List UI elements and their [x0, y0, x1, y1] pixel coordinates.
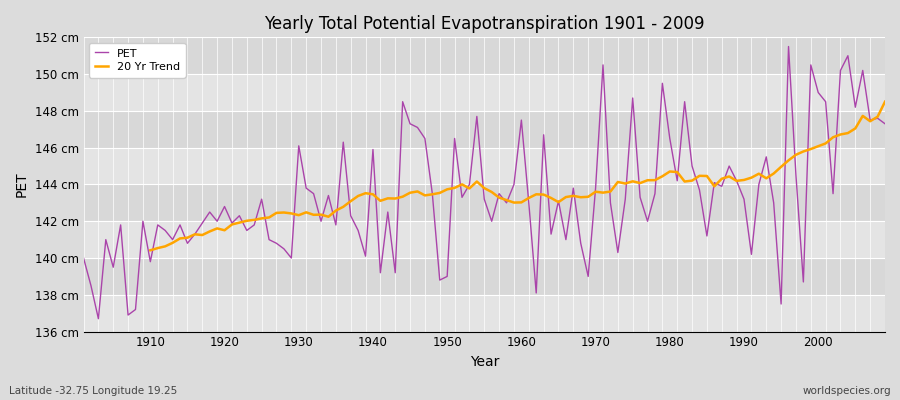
X-axis label: Year: Year — [470, 355, 499, 369]
Bar — [84, 258, 885, 295]
20 Yr Trend — [583, 194, 594, 199]
Y-axis label: PET: PET — [15, 172, 29, 197]
20 Yr Trend — [842, 131, 853, 136]
Bar — [84, 221, 885, 258]
20 Yr Trend — [286, 211, 297, 216]
PET — [78, 256, 89, 260]
PET — [516, 118, 526, 122]
Text: Latitude -32.75 Longitude 19.25: Latitude -32.75 Longitude 19.25 — [9, 386, 177, 396]
Bar — [84, 295, 885, 332]
Bar — [84, 184, 885, 221]
PET — [308, 191, 319, 196]
PET — [524, 200, 535, 205]
PET — [879, 121, 890, 126]
20 Yr Trend — [145, 248, 156, 253]
PET — [93, 316, 104, 321]
Text: worldspecies.org: worldspecies.org — [803, 386, 891, 396]
20 Yr Trend — [524, 196, 535, 200]
Title: Yearly Total Potential Evapotranspiration 1901 - 2009: Yearly Total Potential Evapotranspiratio… — [264, 15, 705, 33]
Bar — [84, 37, 885, 74]
Bar — [84, 111, 885, 148]
20 Yr Trend — [879, 99, 890, 104]
20 Yr Trend — [316, 212, 327, 217]
Line: PET: PET — [84, 46, 885, 319]
PET — [783, 44, 794, 49]
Line: 20 Yr Trend: 20 Yr Trend — [150, 102, 885, 250]
PET — [612, 250, 623, 255]
Bar — [84, 148, 885, 184]
Legend: PET, 20 Yr Trend: PET, 20 Yr Trend — [89, 43, 185, 78]
20 Yr Trend — [820, 141, 831, 146]
Bar — [84, 74, 885, 111]
PET — [145, 259, 156, 264]
PET — [353, 228, 364, 233]
